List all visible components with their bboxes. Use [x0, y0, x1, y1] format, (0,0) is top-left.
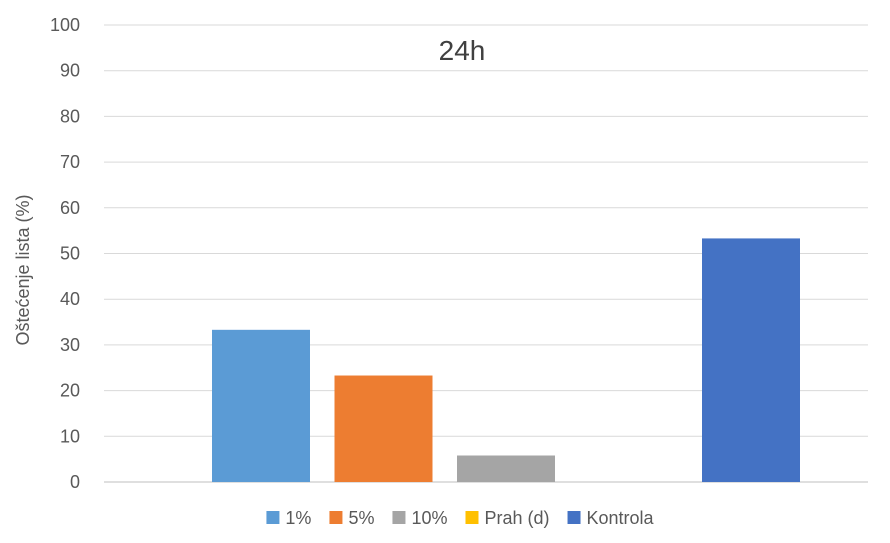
legend-label: 5% [348, 508, 374, 528]
legend-item: 1% [266, 508, 311, 528]
y-tick-label: 60 [60, 198, 80, 218]
bar-5 [334, 375, 433, 482]
legend-label: Prah (d) [484, 508, 549, 528]
y-tick-label: 50 [60, 244, 80, 264]
legend-swatch [266, 511, 280, 524]
legend-label: 10% [411, 508, 447, 528]
legend-item: 10% [392, 508, 447, 528]
y-tick-label: 30 [60, 335, 80, 355]
y-tick-label: 10 [60, 426, 80, 446]
legend-item: 5% [329, 508, 374, 528]
legend-label: Kontrola [587, 508, 655, 528]
legend-swatch [329, 511, 343, 524]
y-tick-label: 90 [60, 61, 80, 81]
bar-1 [212, 329, 310, 482]
y-tick-label: 70 [60, 152, 80, 172]
y-tick-label: 100 [50, 15, 80, 35]
legend-item: Prah (d) [465, 508, 550, 528]
legend: 1% 5% 10% Prah (d) Kontrola [266, 508, 655, 528]
y-axis-ticks: 0 10 20 30 40 50 60 70 80 90 100 [50, 15, 80, 492]
legend-swatch [392, 511, 406, 524]
legend-label: 1% [285, 508, 311, 528]
y-tick-label: 80 [60, 106, 80, 126]
legend-swatch [465, 511, 479, 524]
bar-10 [457, 455, 555, 482]
y-axis-title: Oštećenje lista (%) [13, 194, 33, 345]
chart-title: 24h [439, 35, 486, 66]
bar-kontrola [702, 238, 800, 482]
legend-item: Kontrola [567, 508, 655, 528]
y-tick-label: 20 [60, 381, 80, 401]
legend-swatch [567, 511, 581, 524]
y-tick-label: 40 [60, 289, 80, 309]
bars [212, 238, 800, 482]
y-tick-label: 0 [70, 472, 80, 492]
